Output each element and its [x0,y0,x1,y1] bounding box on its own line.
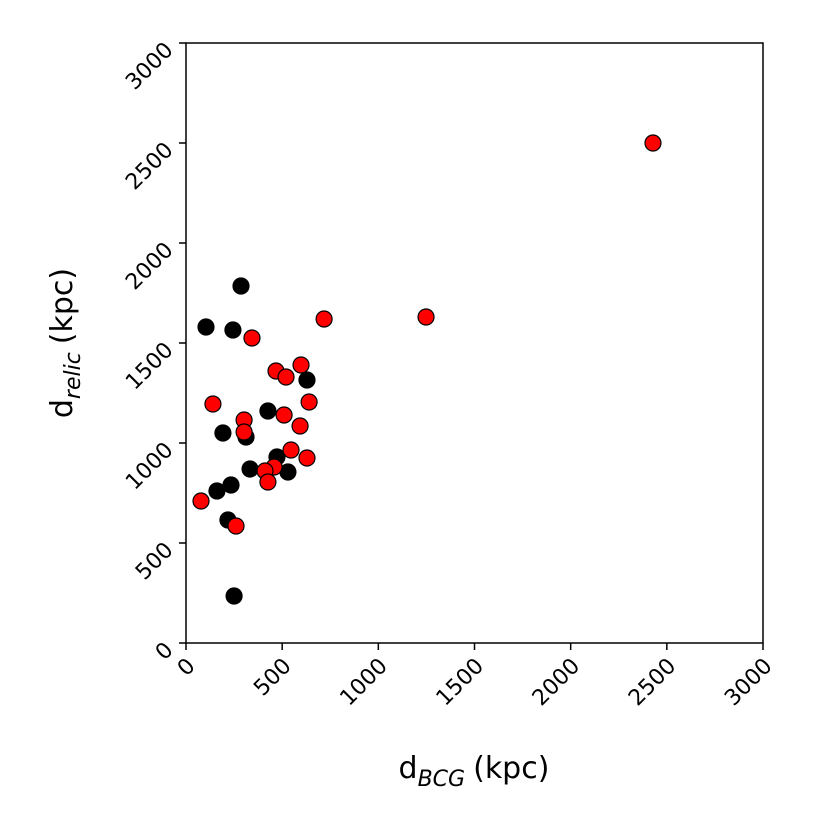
point [298,371,316,389]
y-label-sub: relic [61,352,86,399]
point [417,308,435,326]
point [225,587,243,605]
point [259,402,277,420]
y-label-rest: (kpc) [45,268,80,344]
point [282,441,300,459]
y-label-main: d [45,399,80,418]
plot-area [192,134,662,605]
point [204,395,222,413]
point [300,393,318,411]
x-label-main: d [399,751,418,786]
point [192,492,210,510]
point [241,460,259,478]
y-axis-label: drelic (kpc) [45,268,86,418]
x-label-rest: (kpc) [473,751,549,786]
point [259,473,277,491]
point [292,356,310,374]
x-axis-label: dBCG (kpc) [399,751,550,792]
point [315,310,333,328]
point [222,476,240,494]
point [298,449,316,467]
point [235,423,253,441]
point [214,424,232,442]
point [644,134,662,152]
point [197,318,215,336]
point [243,329,261,347]
point [277,368,295,386]
point [275,406,293,424]
x-label-sub: BCG [418,767,466,792]
point [227,517,245,535]
point [291,417,309,435]
point [232,277,250,295]
point [224,321,242,339]
